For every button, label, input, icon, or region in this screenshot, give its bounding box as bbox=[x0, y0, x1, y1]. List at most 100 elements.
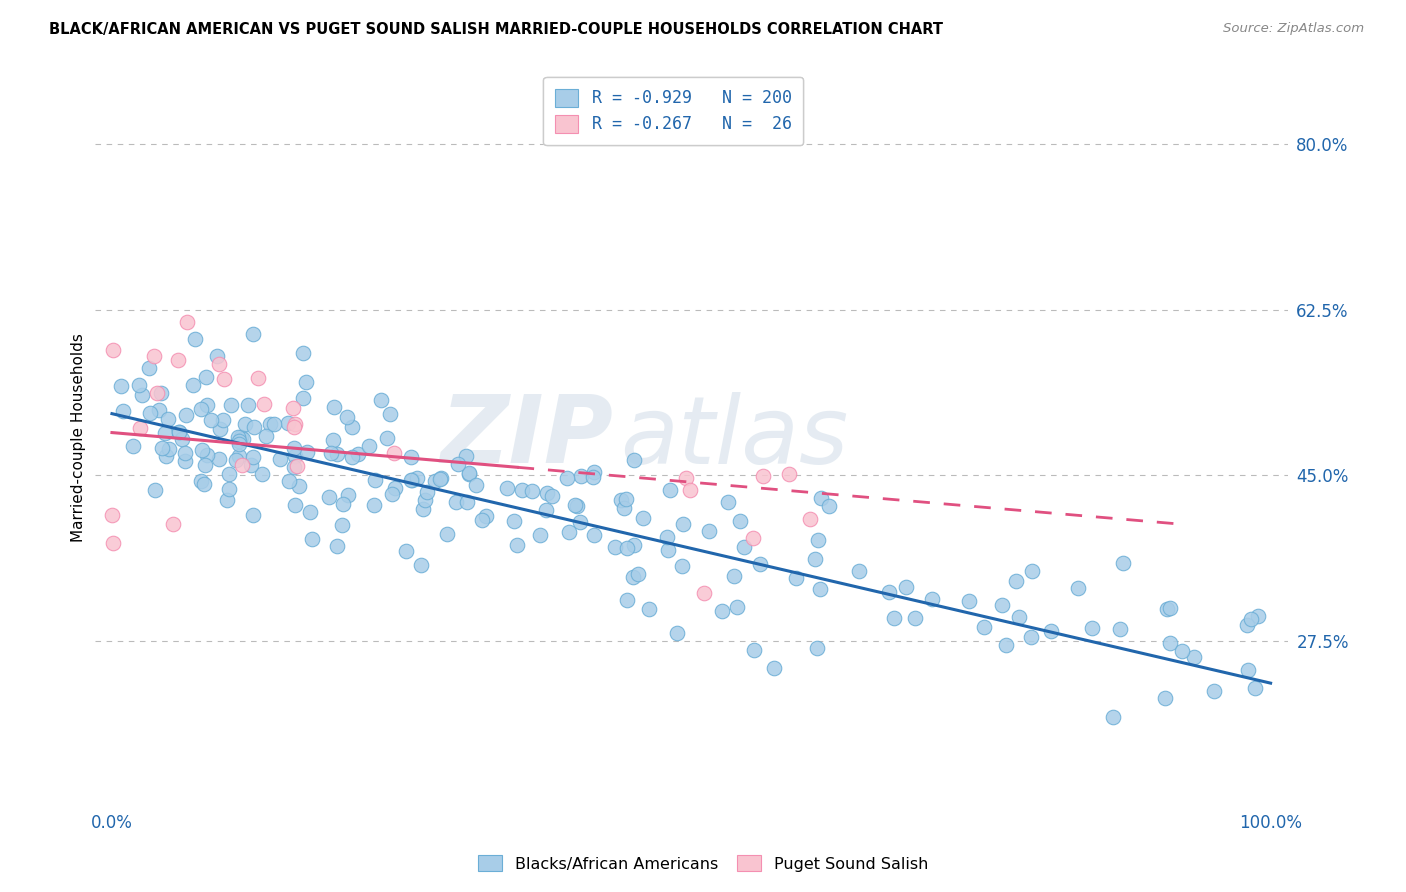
Point bbox=[657, 542, 679, 557]
Point bbox=[190, 442, 212, 457]
Point bbox=[298, 505, 321, 519]
Point bbox=[447, 457, 470, 471]
Point bbox=[155, 449, 177, 463]
Point bbox=[1112, 556, 1135, 570]
Point bbox=[169, 425, 191, 439]
Point bbox=[288, 479, 311, 493]
Point bbox=[242, 508, 264, 523]
Point bbox=[733, 540, 755, 554]
Point bbox=[807, 533, 830, 547]
Point bbox=[1240, 612, 1263, 626]
Point bbox=[623, 538, 645, 552]
Point bbox=[806, 641, 828, 656]
Point bbox=[623, 453, 645, 467]
Point bbox=[742, 643, 765, 657]
Point bbox=[128, 420, 150, 434]
Point bbox=[229, 429, 252, 443]
Point bbox=[318, 490, 340, 504]
Point bbox=[1159, 636, 1181, 650]
Point bbox=[146, 386, 169, 401]
Point bbox=[284, 498, 307, 512]
Point bbox=[723, 568, 745, 582]
Point bbox=[231, 458, 253, 472]
Point bbox=[465, 477, 488, 491]
Point bbox=[502, 515, 524, 529]
Point bbox=[224, 453, 246, 467]
Point bbox=[742, 531, 765, 545]
Point bbox=[253, 397, 276, 411]
Point bbox=[155, 425, 177, 440]
Point bbox=[506, 538, 529, 552]
Point bbox=[240, 458, 263, 472]
Point bbox=[693, 585, 716, 599]
Point bbox=[295, 445, 318, 459]
Point bbox=[613, 500, 636, 515]
Point bbox=[150, 386, 173, 401]
Point bbox=[150, 441, 173, 455]
Point bbox=[167, 425, 190, 439]
Point bbox=[994, 639, 1017, 653]
Point bbox=[181, 377, 204, 392]
Point bbox=[728, 514, 751, 528]
Point bbox=[423, 474, 446, 488]
Point bbox=[401, 450, 423, 465]
Point bbox=[697, 524, 720, 538]
Point bbox=[221, 398, 243, 412]
Point bbox=[430, 471, 453, 485]
Point bbox=[250, 467, 273, 482]
Point bbox=[131, 388, 153, 402]
Point bbox=[666, 626, 689, 640]
Point bbox=[536, 486, 558, 500]
Point bbox=[1156, 602, 1178, 616]
Point bbox=[382, 445, 405, 459]
Point bbox=[101, 535, 124, 549]
Point bbox=[637, 602, 659, 616]
Point bbox=[330, 517, 353, 532]
Point bbox=[148, 402, 170, 417]
Point bbox=[655, 530, 678, 544]
Point bbox=[659, 483, 682, 497]
Point bbox=[614, 492, 637, 507]
Point bbox=[725, 600, 748, 615]
Point bbox=[384, 482, 406, 496]
Point bbox=[254, 429, 277, 443]
Point bbox=[671, 558, 693, 573]
Point bbox=[284, 449, 307, 463]
Point bbox=[412, 501, 434, 516]
Point bbox=[399, 473, 422, 487]
Point bbox=[436, 527, 458, 541]
Point bbox=[263, 417, 285, 431]
Point bbox=[1236, 618, 1258, 632]
Legend: R = -0.929   N = 200, R = -0.267   N =  26: R = -0.929 N = 200, R = -0.267 N = 26 bbox=[543, 77, 803, 145]
Point bbox=[111, 404, 134, 418]
Point bbox=[283, 441, 305, 455]
Point bbox=[228, 434, 250, 448]
Point bbox=[218, 482, 240, 496]
Point bbox=[627, 567, 650, 582]
Point bbox=[877, 584, 900, 599]
Point bbox=[582, 470, 605, 484]
Point bbox=[1171, 644, 1194, 658]
Point bbox=[195, 449, 218, 463]
Point bbox=[808, 582, 831, 596]
Point bbox=[804, 552, 827, 566]
Point bbox=[101, 343, 124, 358]
Point bbox=[1019, 630, 1042, 644]
Point bbox=[322, 433, 344, 447]
Point bbox=[292, 392, 315, 406]
Point bbox=[557, 524, 579, 539]
Point bbox=[259, 417, 281, 431]
Point bbox=[226, 429, 249, 443]
Point bbox=[569, 468, 592, 483]
Point bbox=[394, 544, 416, 558]
Point bbox=[633, 510, 655, 524]
Point bbox=[1102, 710, 1125, 724]
Point bbox=[717, 495, 740, 509]
Point bbox=[370, 393, 392, 408]
Point bbox=[381, 487, 404, 501]
Text: atlas: atlas bbox=[620, 392, 848, 483]
Point bbox=[894, 580, 917, 594]
Point bbox=[347, 447, 370, 461]
Point bbox=[228, 437, 250, 451]
Point bbox=[496, 481, 519, 495]
